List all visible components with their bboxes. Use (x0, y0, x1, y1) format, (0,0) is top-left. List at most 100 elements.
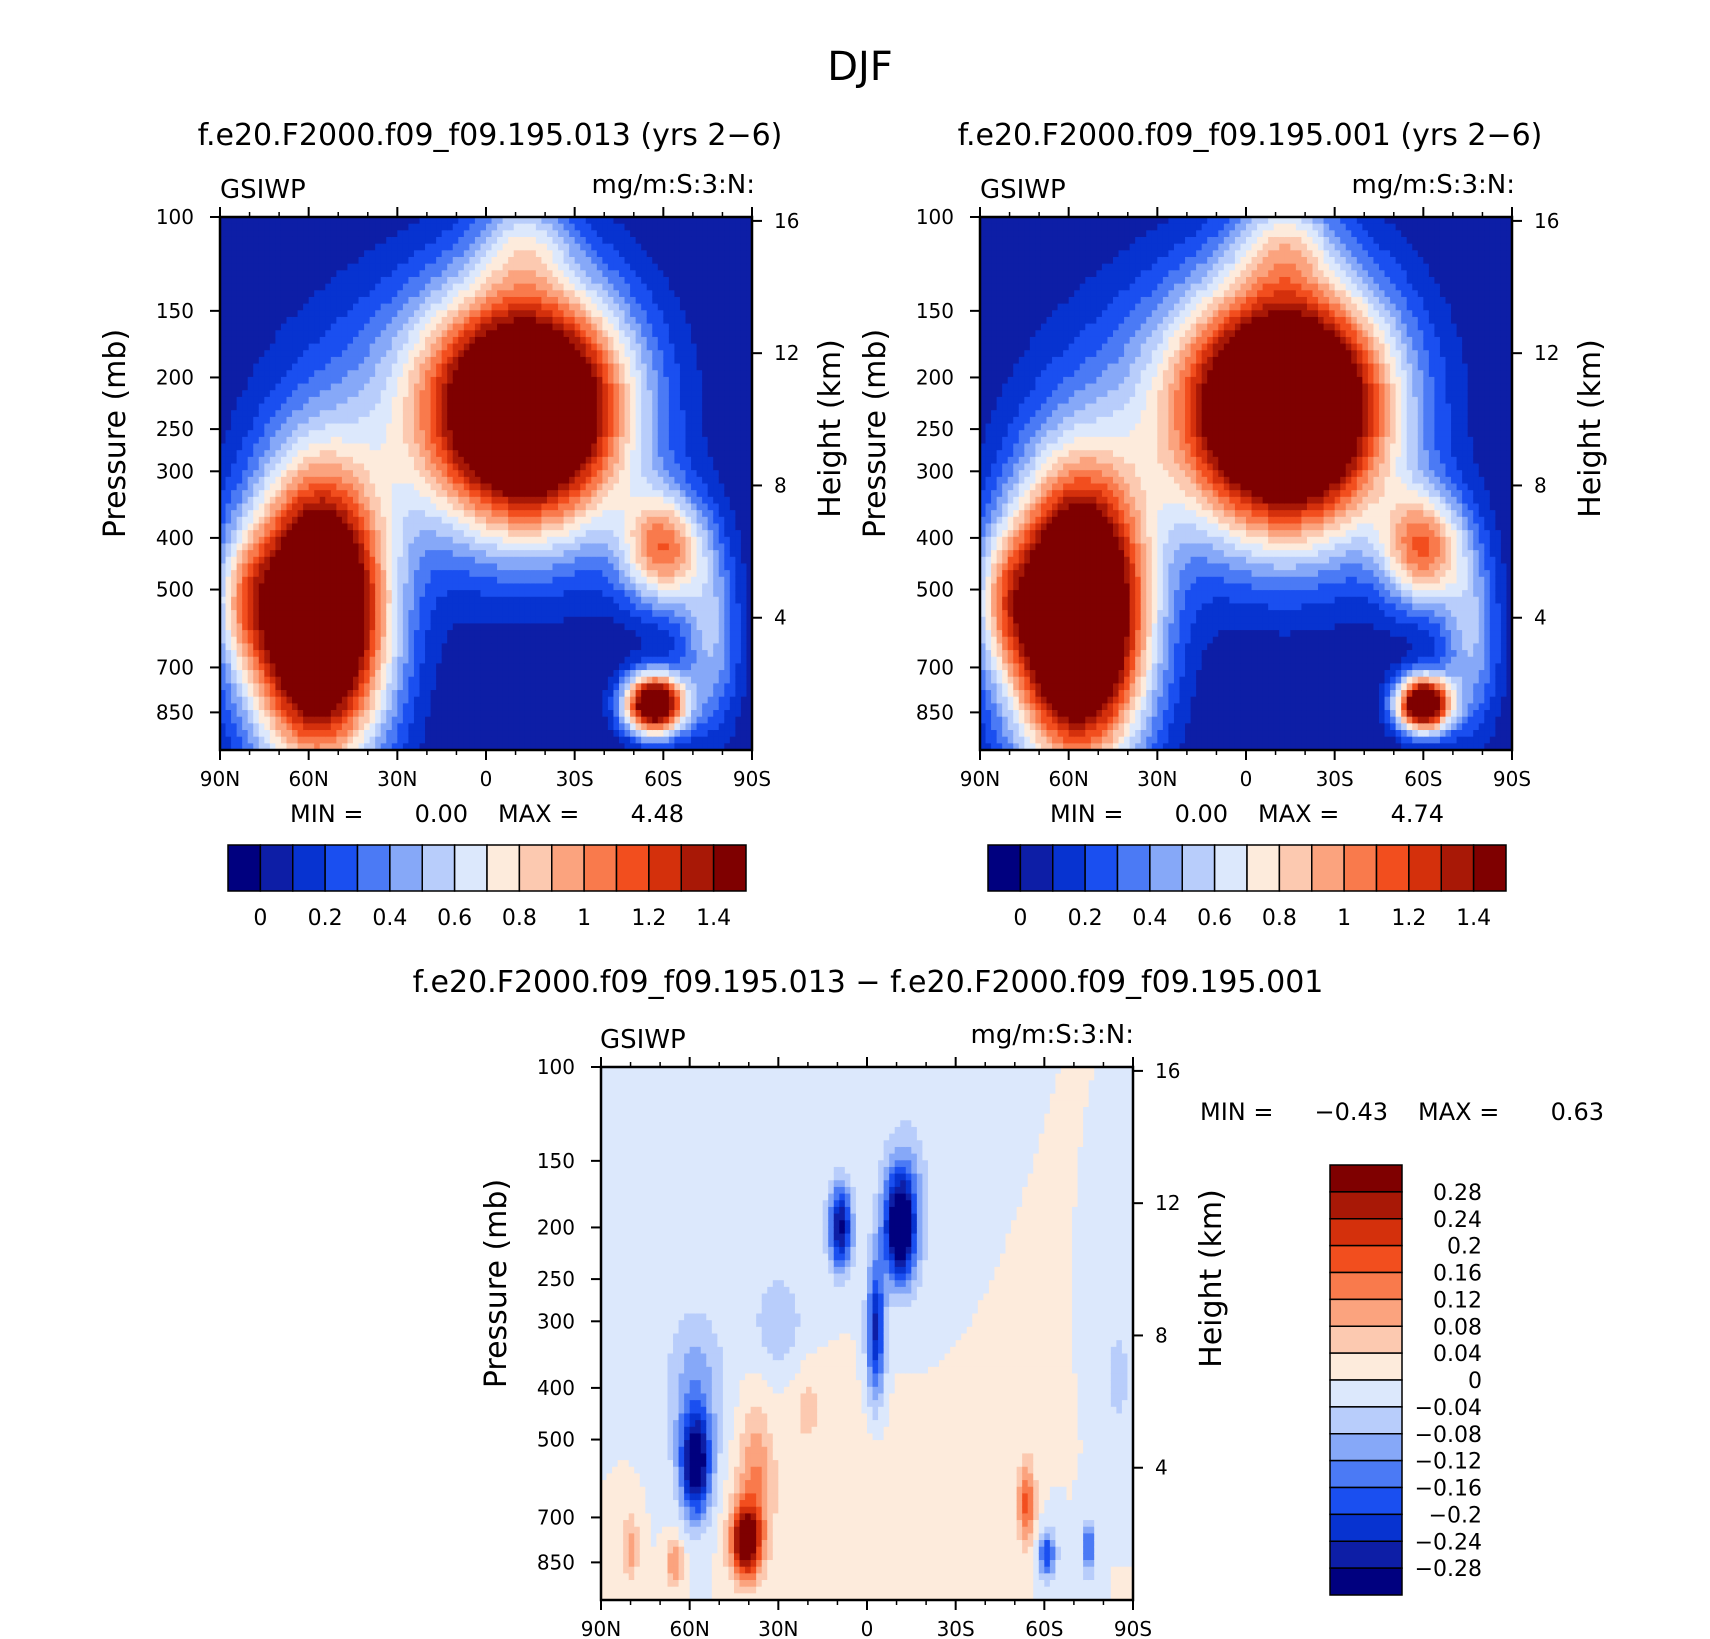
heatmap-cell (436, 436, 443, 445)
heatmap-cell (297, 450, 304, 458)
heatmap-cell (552, 410, 559, 418)
heatmap-cell (541, 436, 548, 445)
heatmap-cell (253, 616, 260, 625)
heatmap-cell (458, 250, 465, 258)
heatmap-cell (292, 583, 299, 591)
heatmap-cell (419, 523, 426, 531)
heatmap-cell (308, 256, 315, 265)
heatmap-cell (519, 523, 526, 531)
heatmap-cell (286, 576, 293, 585)
heatmap-cell (353, 723, 360, 731)
heatmap-cell (413, 270, 421, 278)
heatmap-cell (447, 490, 454, 498)
heatmap-cell (336, 650, 343, 658)
heatmap-cell (386, 543, 393, 551)
heatmap-cell (552, 323, 559, 331)
heatmap-cell (303, 590, 310, 598)
heatmap-cell (308, 450, 315, 458)
heatmap-cell (463, 296, 470, 305)
heatmap-cell (480, 583, 487, 591)
heatmap-cell (269, 703, 277, 711)
heatmap-cell (341, 616, 349, 625)
heatmap-cell (364, 363, 371, 371)
heatmap-cell (474, 356, 482, 365)
heatmap-cell (269, 743, 277, 750)
heatmap-cell (469, 390, 476, 398)
heatmap-cell (441, 650, 448, 658)
heatmap-cell (541, 396, 548, 405)
heatmap-cell (419, 490, 426, 498)
heatmap-cell (258, 370, 265, 378)
heatmap-cell (341, 696, 349, 704)
heatmap-cell (530, 230, 537, 238)
heatmap-cell (275, 516, 282, 525)
heatmap-cell (269, 396, 277, 405)
heatmap-cell (319, 663, 326, 671)
heatmap-cell (375, 543, 382, 551)
heatmap-cell (336, 583, 343, 591)
heatmap-cell (319, 583, 326, 591)
heatmap-cell (364, 550, 371, 558)
heatmap-cell (314, 276, 321, 285)
heatmap-cell (253, 310, 260, 318)
heatmap-cell (558, 643, 565, 651)
heatmap-cell (486, 496, 493, 505)
heatmap-cell (269, 483, 277, 491)
heatmap-cell (386, 410, 393, 418)
heatmap-cell (535, 650, 543, 658)
heatmap-cell (552, 643, 559, 651)
heatmap-cell (519, 463, 526, 471)
heatmap-cell (491, 623, 498, 631)
heatmap-cell (497, 376, 504, 385)
heatmap-cell (231, 470, 238, 478)
heatmap-cell (330, 217, 337, 225)
heatmap-cell (436, 270, 443, 278)
heatmap-cell (286, 243, 293, 251)
heatmap-cell (413, 590, 421, 598)
heatmap-cell (336, 616, 343, 625)
heatmap-cell (358, 217, 365, 225)
heatmap-cell (502, 696, 509, 704)
heatmap-cell (220, 563, 227, 571)
heatmap-cell (508, 310, 515, 318)
heatmap-cell (452, 450, 459, 458)
heatmap-cell (292, 656, 299, 664)
heatmap-cell (402, 303, 410, 311)
heatmap-cell (347, 476, 354, 485)
heatmap-cell (425, 636, 432, 644)
heatmap-cell (286, 470, 293, 478)
heatmap-cell (408, 276, 415, 285)
heatmap-cell (552, 243, 559, 251)
heatmap-cell (336, 496, 343, 505)
heatmap-cell (441, 383, 448, 391)
heatmap-cell (491, 423, 498, 431)
heatmap-cell (247, 636, 254, 644)
heatmap-cell (546, 603, 554, 611)
heatmap-cell (386, 383, 393, 391)
heatmap-cell (225, 676, 232, 684)
heatmap-cell (220, 263, 227, 271)
heatmap-cell (541, 223, 548, 231)
heatmap-cell (275, 636, 282, 644)
heatmap-cell (452, 710, 459, 718)
heatmap-cell (508, 256, 515, 265)
heatmap-cell (447, 217, 454, 225)
heatmap-cell (546, 490, 554, 498)
heatmap-cell (269, 383, 277, 391)
heatmap-cell (474, 450, 482, 458)
heatmap-cell (552, 370, 559, 378)
heatmap-cell (530, 276, 537, 285)
heatmap-cell (436, 503, 443, 511)
heatmap-cell (463, 376, 470, 385)
heatmap-cell (330, 670, 337, 678)
heatmap-cell (441, 483, 448, 491)
heatmap-cell (220, 450, 227, 458)
heatmap-cell (358, 410, 365, 418)
heatmap-cell (225, 683, 232, 691)
heatmap-cell (341, 736, 349, 744)
heatmap-cell (308, 230, 315, 238)
heatmap-cell (436, 523, 443, 531)
heatmap-cell (519, 236, 526, 245)
heatmap-cell (436, 470, 443, 478)
heatmap-cell (325, 443, 332, 451)
